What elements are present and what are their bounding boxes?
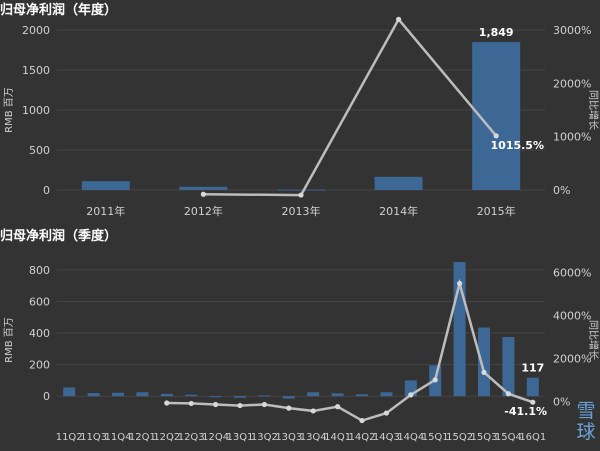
chart2-y2-tick-label: 0% bbox=[553, 395, 570, 408]
chart2-bar bbox=[478, 327, 490, 397]
chart2-last-growth-label: -41.1% bbox=[504, 405, 547, 418]
chart2-category-label: 11Q2 bbox=[56, 432, 83, 443]
chart2-category-label: 13Q1 bbox=[227, 432, 254, 443]
chart2-category-label: 12Q1 bbox=[129, 432, 156, 443]
chart1-y-tick-label: 2000 bbox=[22, 24, 50, 37]
chart2-growth-point bbox=[359, 417, 365, 424]
chart2-category-label: 16Q1 bbox=[519, 432, 546, 443]
chart2-bar bbox=[307, 392, 320, 397]
chart2-category-label: 12Q3 bbox=[178, 432, 205, 443]
chart1-category-label: 2015年 bbox=[477, 204, 516, 218]
chart1-category-label: 2012年 bbox=[184, 204, 223, 218]
chart2-growth-point bbox=[164, 400, 170, 406]
chart2-category-label: 11Q3 bbox=[80, 432, 107, 443]
chart2-category-label: 15Q4 bbox=[495, 432, 522, 443]
chart2-y-tick-label: 0 bbox=[43, 390, 50, 403]
chart1-y-tick-label: 1000 bbox=[22, 104, 50, 117]
chart2-growth-point bbox=[310, 408, 316, 414]
chart1-growth-point bbox=[200, 191, 206, 197]
chart1-bar bbox=[277, 189, 325, 191]
chart2-last-bar-label: 117 bbox=[521, 362, 544, 375]
chart2-growth-line bbox=[166, 278, 534, 422]
chart1-category-label: 2013年 bbox=[282, 204, 321, 218]
chart1-bar bbox=[81, 181, 130, 190]
chart2-category-label: 14Q1 bbox=[324, 432, 351, 443]
chart2-bar bbox=[185, 394, 198, 397]
chart2-category-label: 13Q3 bbox=[275, 432, 302, 443]
chart2-bar bbox=[87, 393, 100, 397]
chart2-category-label: 13Q4 bbox=[300, 432, 327, 443]
chart2-category-label: 13Q2 bbox=[251, 432, 278, 443]
chart2-y-tick-label: 400 bbox=[29, 327, 50, 340]
chart1-y2-tick-label: 1000% bbox=[553, 131, 591, 144]
chart2-growth-point bbox=[188, 400, 194, 407]
chart1-growth-point bbox=[396, 16, 402, 22]
chart2-bar bbox=[209, 396, 222, 398]
chart1-growth-point bbox=[298, 192, 304, 198]
chart1-growth-point bbox=[493, 133, 499, 139]
chart2-bar bbox=[331, 393, 344, 397]
chart1-y-axis-label: RMB 百万 bbox=[3, 87, 15, 133]
chart2-category-label: 15Q3 bbox=[471, 432, 498, 443]
chart2-bar bbox=[258, 395, 271, 397]
chart2-y2-tick-label: 2000% bbox=[553, 352, 591, 365]
chart1-y-tick-label: 1500 bbox=[22, 64, 50, 77]
chart2-growth-point bbox=[261, 401, 267, 408]
chart2-growth-point bbox=[383, 410, 389, 416]
chart2-category-label: 15Q1 bbox=[422, 432, 449, 443]
chart2-category-label: 12Q4 bbox=[202, 432, 229, 443]
chart1-bar bbox=[179, 186, 228, 190]
chart2-growth-point bbox=[335, 404, 341, 410]
chart2-category-label: 14Q4 bbox=[397, 432, 424, 443]
chart2-growth-point bbox=[408, 392, 414, 398]
chart2-y2-tick-label: 6000% bbox=[553, 267, 591, 280]
chart2-growth-point bbox=[530, 399, 536, 405]
chart2-growth-point bbox=[237, 402, 243, 409]
chart2-bar bbox=[112, 392, 124, 397]
chart2-bar bbox=[526, 377, 539, 397]
chart1-y2-axis-label: 同比增长 bbox=[587, 90, 600, 130]
chart2-category-label: 12Q2 bbox=[153, 432, 180, 443]
chart1-last-growth-label: 1015.5% bbox=[491, 139, 544, 152]
chart2-bar bbox=[282, 396, 295, 399]
chart2-category-label: 11Q4 bbox=[105, 432, 132, 443]
chart1-category-label: 2014年 bbox=[379, 204, 418, 218]
chart1-y2-tick-label: 3000% bbox=[553, 24, 591, 37]
chart2-growth-point bbox=[286, 405, 292, 411]
chart2-growth-point bbox=[432, 377, 438, 383]
chart2-bar bbox=[380, 392, 393, 397]
chart2-y-axis-label: RMB 百万 bbox=[3, 317, 15, 363]
chart1-y-tick-label: 0 bbox=[43, 184, 50, 197]
chart2-growth-point bbox=[505, 391, 511, 397]
chart1-category-label: 2011年 bbox=[86, 204, 125, 218]
chart2-bar bbox=[234, 396, 246, 398]
chart1-growth-line bbox=[203, 17, 498, 197]
chart2-title: 归母净利润（季度） bbox=[0, 228, 117, 244]
xueqiu-watermark: 雪球 bbox=[576, 400, 596, 443]
chart2-category-label: 14Q3 bbox=[373, 432, 400, 443]
chart2-y-tick-label: 800 bbox=[29, 264, 50, 277]
chart2-category-label: 15Q2 bbox=[446, 432, 473, 443]
chart1-last-bar-label: 1,849 bbox=[479, 26, 514, 39]
chart2-bar bbox=[160, 393, 173, 397]
chart2-y-tick-label: 200 bbox=[29, 359, 50, 372]
chart2-bar bbox=[502, 337, 515, 397]
chart2-category-label: 14Q2 bbox=[349, 432, 376, 443]
chart1-y2-tick-label: 0% bbox=[553, 184, 570, 197]
chart2-bar bbox=[356, 394, 368, 397]
chart2-bar bbox=[136, 392, 149, 397]
chart2-growth-point bbox=[481, 369, 487, 375]
chart1-y2-tick-label: 2000% bbox=[553, 77, 591, 90]
chart2-y2-axis-label: 同比增长 bbox=[587, 320, 600, 360]
chart2-growth-point bbox=[213, 401, 219, 408]
chart2-bar bbox=[63, 387, 76, 397]
chart1-y-tick-label: 500 bbox=[29, 144, 50, 157]
chart2-growth-point bbox=[457, 280, 463, 287]
chart1-title: 归母净利润（年度） bbox=[0, 2, 117, 18]
chart1-bar bbox=[374, 176, 423, 190]
chart2-y-tick-label: 600 bbox=[29, 295, 50, 308]
chart2-y2-tick-label: 4000% bbox=[553, 310, 591, 323]
